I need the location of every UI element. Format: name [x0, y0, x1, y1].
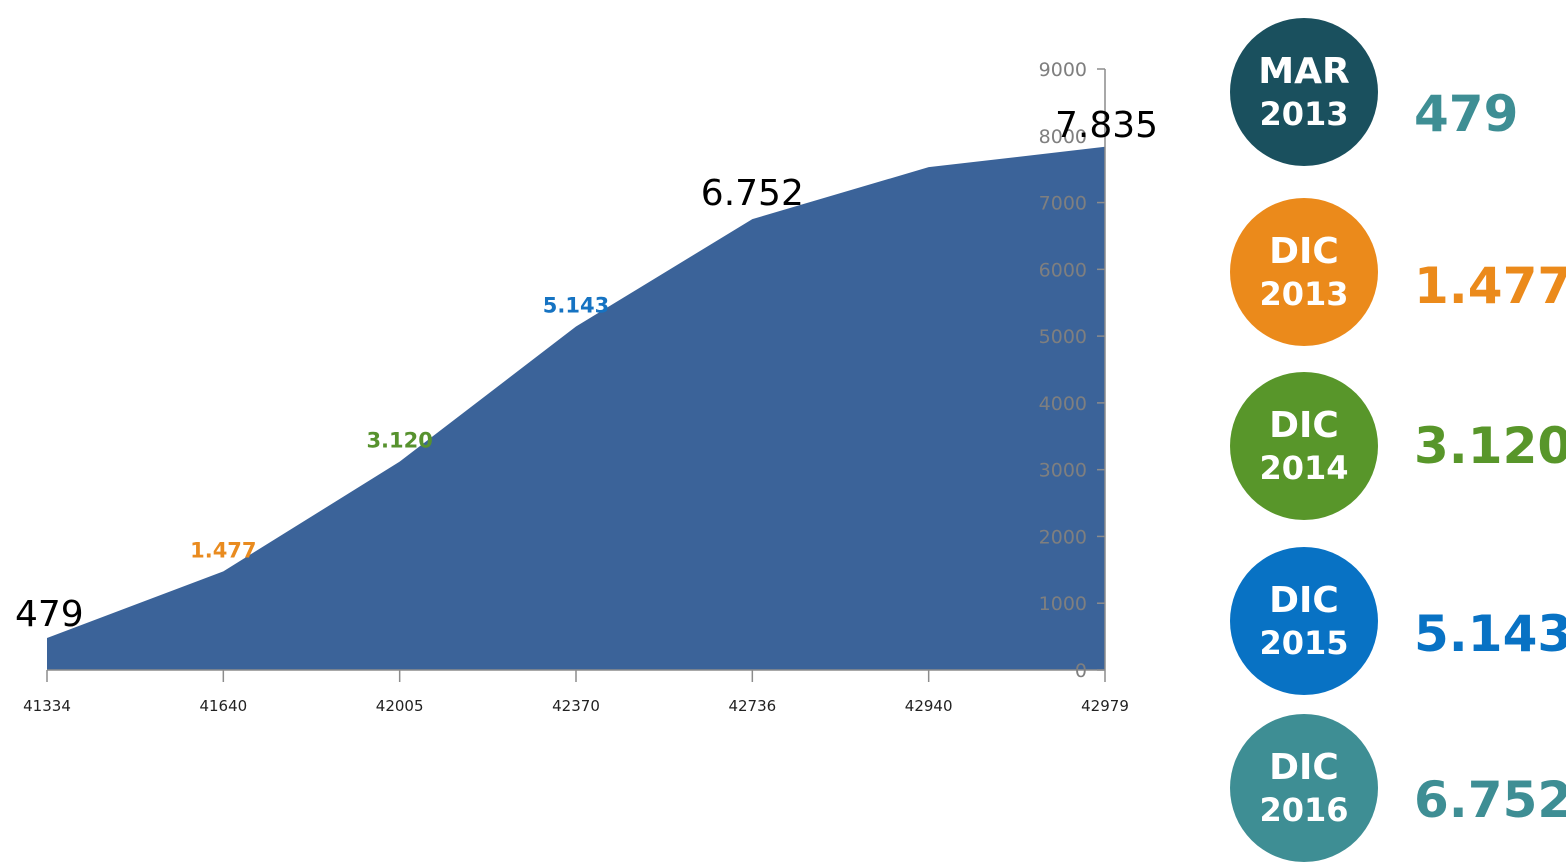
data-label: 7.835: [1055, 105, 1158, 146]
x-tick-label: 42005: [376, 697, 424, 715]
x-tick-label: 41640: [199, 697, 247, 715]
legend-value-mar-2013: 479: [1414, 85, 1519, 143]
x-tick-label: 41334: [23, 697, 71, 715]
legend-value-dic-2016: 6.752: [1414, 771, 1566, 829]
y-tick-label: 3000: [1039, 460, 1087, 482]
legend-circle-mar-2013: MAR 2013: [1230, 18, 1378, 166]
legend-year: 2016: [1259, 791, 1349, 829]
y-tick-label: 1000: [1039, 593, 1087, 615]
y-tick-label: 5000: [1039, 326, 1087, 348]
x-tick-label: 42370: [552, 697, 600, 715]
legend-value-dic-2014: 3.120: [1414, 417, 1566, 475]
legend-year: 2013: [1259, 95, 1349, 133]
legend-year: 2015: [1259, 624, 1349, 662]
x-tick-label: 42940: [905, 697, 953, 715]
data-label: 479: [15, 594, 84, 635]
legend-circle-dic-2016: DIC 2016: [1230, 714, 1378, 862]
y-tick-label: 9000: [1039, 59, 1087, 81]
legend-year: 2013: [1259, 275, 1349, 313]
legend-year: 2014: [1259, 449, 1349, 487]
data-label: 6.752: [701, 173, 804, 214]
legend-circle-dic-2014: DIC 2014: [1230, 372, 1378, 520]
legend-month: DIC: [1269, 580, 1339, 621]
y-tick-label: 4000: [1039, 393, 1087, 415]
data-label: 5.143: [543, 294, 609, 318]
legend-value-dic-2015: 5.143: [1414, 605, 1566, 663]
data-label: 3.120: [366, 429, 432, 453]
y-tick-label: 2000: [1039, 526, 1087, 548]
legend-circle-dic-2013: DIC 2013: [1230, 198, 1378, 346]
legend-month: DIC: [1269, 231, 1339, 272]
y-tick-label: 6000: [1039, 259, 1087, 281]
y-tick-label: 8000: [1039, 126, 1087, 148]
legend-month: MAR: [1258, 51, 1350, 92]
x-tick-label: 42979: [1081, 697, 1129, 715]
legend-circle-dic-2015: DIC 2015: [1230, 547, 1378, 695]
x-tick-label: 42736: [728, 697, 776, 715]
area-series: [47, 146, 1105, 670]
y-tick-label: 0: [1075, 660, 1087, 682]
legend-month: DIC: [1269, 405, 1339, 446]
y-tick-label: 7000: [1039, 193, 1087, 215]
legend-month: DIC: [1269, 747, 1339, 788]
data-label: 1.477: [190, 538, 256, 562]
legend-value-dic-2013: 1.477: [1414, 257, 1566, 315]
